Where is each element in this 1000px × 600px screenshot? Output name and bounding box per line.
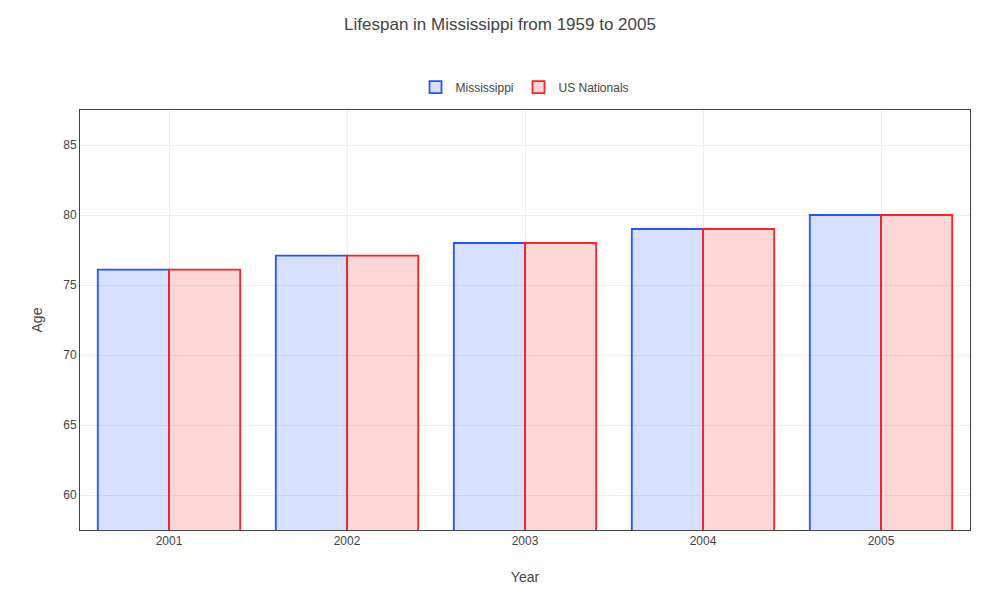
svg-text:80: 80: [63, 208, 77, 222]
svg-text:60: 60: [63, 488, 77, 502]
svg-text:2001: 2001: [156, 534, 183, 548]
svg-text:Mississippi: Mississippi: [456, 81, 514, 95]
svg-text:US Nationals: US Nationals: [559, 81, 629, 95]
svg-text:2005: 2005: [868, 534, 895, 548]
svg-text:2004: 2004: [690, 534, 717, 548]
svg-text:65: 65: [63, 418, 77, 432]
svg-text:70: 70: [63, 348, 77, 362]
svg-text:85: 85: [63, 138, 77, 152]
svg-text:2002: 2002: [334, 534, 361, 548]
svg-text:Age: Age: [29, 307, 45, 332]
svg-text:Year: Year: [511, 569, 540, 585]
svg-text:75: 75: [63, 278, 77, 292]
svg-text:Lifespan in Mississippi from 1: Lifespan in Mississippi from 1959 to 200…: [344, 15, 656, 34]
svg-text:2003: 2003: [512, 534, 539, 548]
